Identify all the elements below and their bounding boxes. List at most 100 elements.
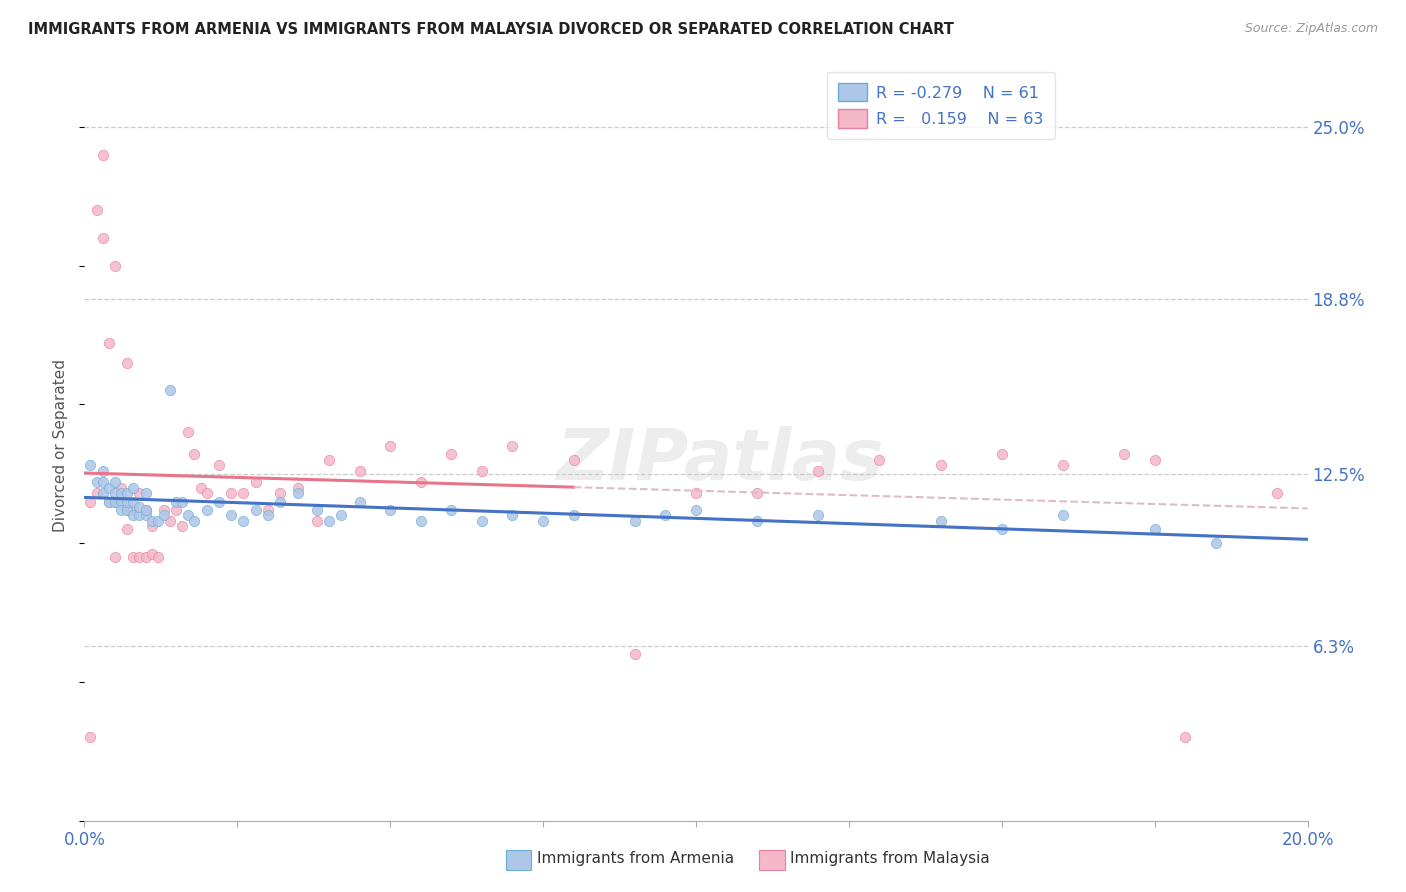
Point	[869, 453, 891, 467]
Point	[1143, 453, 1166, 467]
Point	[135, 549, 157, 564]
Point	[929, 458, 952, 473]
Point	[97, 494, 120, 508]
Point	[562, 453, 585, 467]
Text: Source: ZipAtlas.com: Source: ZipAtlas.com	[1244, 22, 1378, 36]
Point	[245, 503, 267, 517]
Point	[257, 503, 280, 517]
Point	[380, 503, 402, 517]
Point	[110, 486, 132, 500]
Point	[110, 481, 132, 495]
Point	[172, 519, 194, 533]
Point	[141, 514, 163, 528]
Point	[1327, 486, 1350, 500]
Y-axis label: Divorced or Separated: Divorced or Separated	[53, 359, 69, 533]
Point	[232, 514, 254, 528]
Point	[305, 514, 328, 528]
Point	[305, 503, 328, 517]
Point	[531, 514, 554, 528]
Point	[269, 486, 291, 500]
Point	[502, 439, 524, 453]
Point	[747, 514, 769, 528]
Point	[257, 508, 280, 523]
Point	[330, 508, 353, 523]
Point	[195, 503, 218, 517]
Point	[685, 503, 707, 517]
Point	[135, 503, 157, 517]
Point	[807, 508, 830, 523]
Point	[1358, 464, 1381, 478]
Point	[110, 494, 132, 508]
Point	[159, 514, 181, 528]
Point	[135, 508, 157, 523]
Point	[104, 486, 127, 500]
Point	[91, 486, 114, 500]
Point	[747, 486, 769, 500]
Point	[91, 231, 114, 245]
Point	[104, 494, 127, 508]
Point	[165, 494, 187, 508]
Point	[115, 522, 138, 536]
Point	[115, 503, 138, 517]
Point	[115, 486, 138, 500]
Point	[146, 514, 169, 528]
Point	[141, 519, 163, 533]
Point	[135, 486, 157, 500]
Point	[502, 508, 524, 523]
Point	[440, 503, 463, 517]
Point	[208, 458, 231, 473]
Point	[110, 503, 132, 517]
Point	[318, 514, 340, 528]
Point	[86, 486, 108, 500]
Point	[122, 549, 145, 564]
Point	[122, 503, 145, 517]
Point	[1114, 447, 1136, 461]
Point	[409, 475, 432, 489]
Point	[287, 481, 309, 495]
Point	[97, 336, 120, 351]
Point	[91, 147, 114, 161]
Legend: R = -0.279    N = 61, R =   0.159    N = 63: R = -0.279 N = 61, R = 0.159 N = 63	[827, 72, 1054, 139]
Point	[195, 486, 218, 500]
Point	[1052, 458, 1074, 473]
Text: Immigrants from Malaysia: Immigrants from Malaysia	[790, 851, 990, 866]
Point	[104, 259, 127, 273]
Point	[115, 356, 138, 370]
Point	[97, 494, 120, 508]
Point	[122, 494, 145, 508]
Point	[79, 731, 101, 745]
Point	[219, 508, 242, 523]
Point	[122, 481, 145, 495]
Point	[128, 549, 150, 564]
Point	[190, 481, 212, 495]
Point	[269, 494, 291, 508]
Text: IMMIGRANTS FROM ARMENIA VS IMMIGRANTS FROM MALAYSIA DIVORCED OR SEPARATED CORREL: IMMIGRANTS FROM ARMENIA VS IMMIGRANTS FR…	[28, 22, 955, 37]
Point	[929, 514, 952, 528]
Point	[128, 508, 150, 523]
Point	[135, 503, 157, 517]
Point	[128, 500, 150, 514]
Point	[128, 486, 150, 500]
Point	[991, 447, 1014, 461]
Point	[97, 481, 120, 495]
Point	[1052, 508, 1074, 523]
Point	[146, 549, 169, 564]
Point	[1205, 536, 1227, 550]
Point	[624, 514, 647, 528]
Point	[79, 494, 101, 508]
Point	[1265, 486, 1288, 500]
Point	[104, 475, 127, 489]
Point	[471, 464, 494, 478]
Point	[409, 514, 432, 528]
Point	[110, 494, 132, 508]
Point	[86, 203, 108, 218]
Point	[318, 453, 340, 467]
Point	[159, 384, 181, 398]
Point	[685, 486, 707, 500]
Point	[153, 503, 176, 517]
Text: ZIPatlas: ZIPatlas	[557, 426, 884, 495]
Point	[349, 464, 371, 478]
Point	[122, 508, 145, 523]
Point	[172, 494, 194, 508]
Point	[153, 508, 176, 523]
